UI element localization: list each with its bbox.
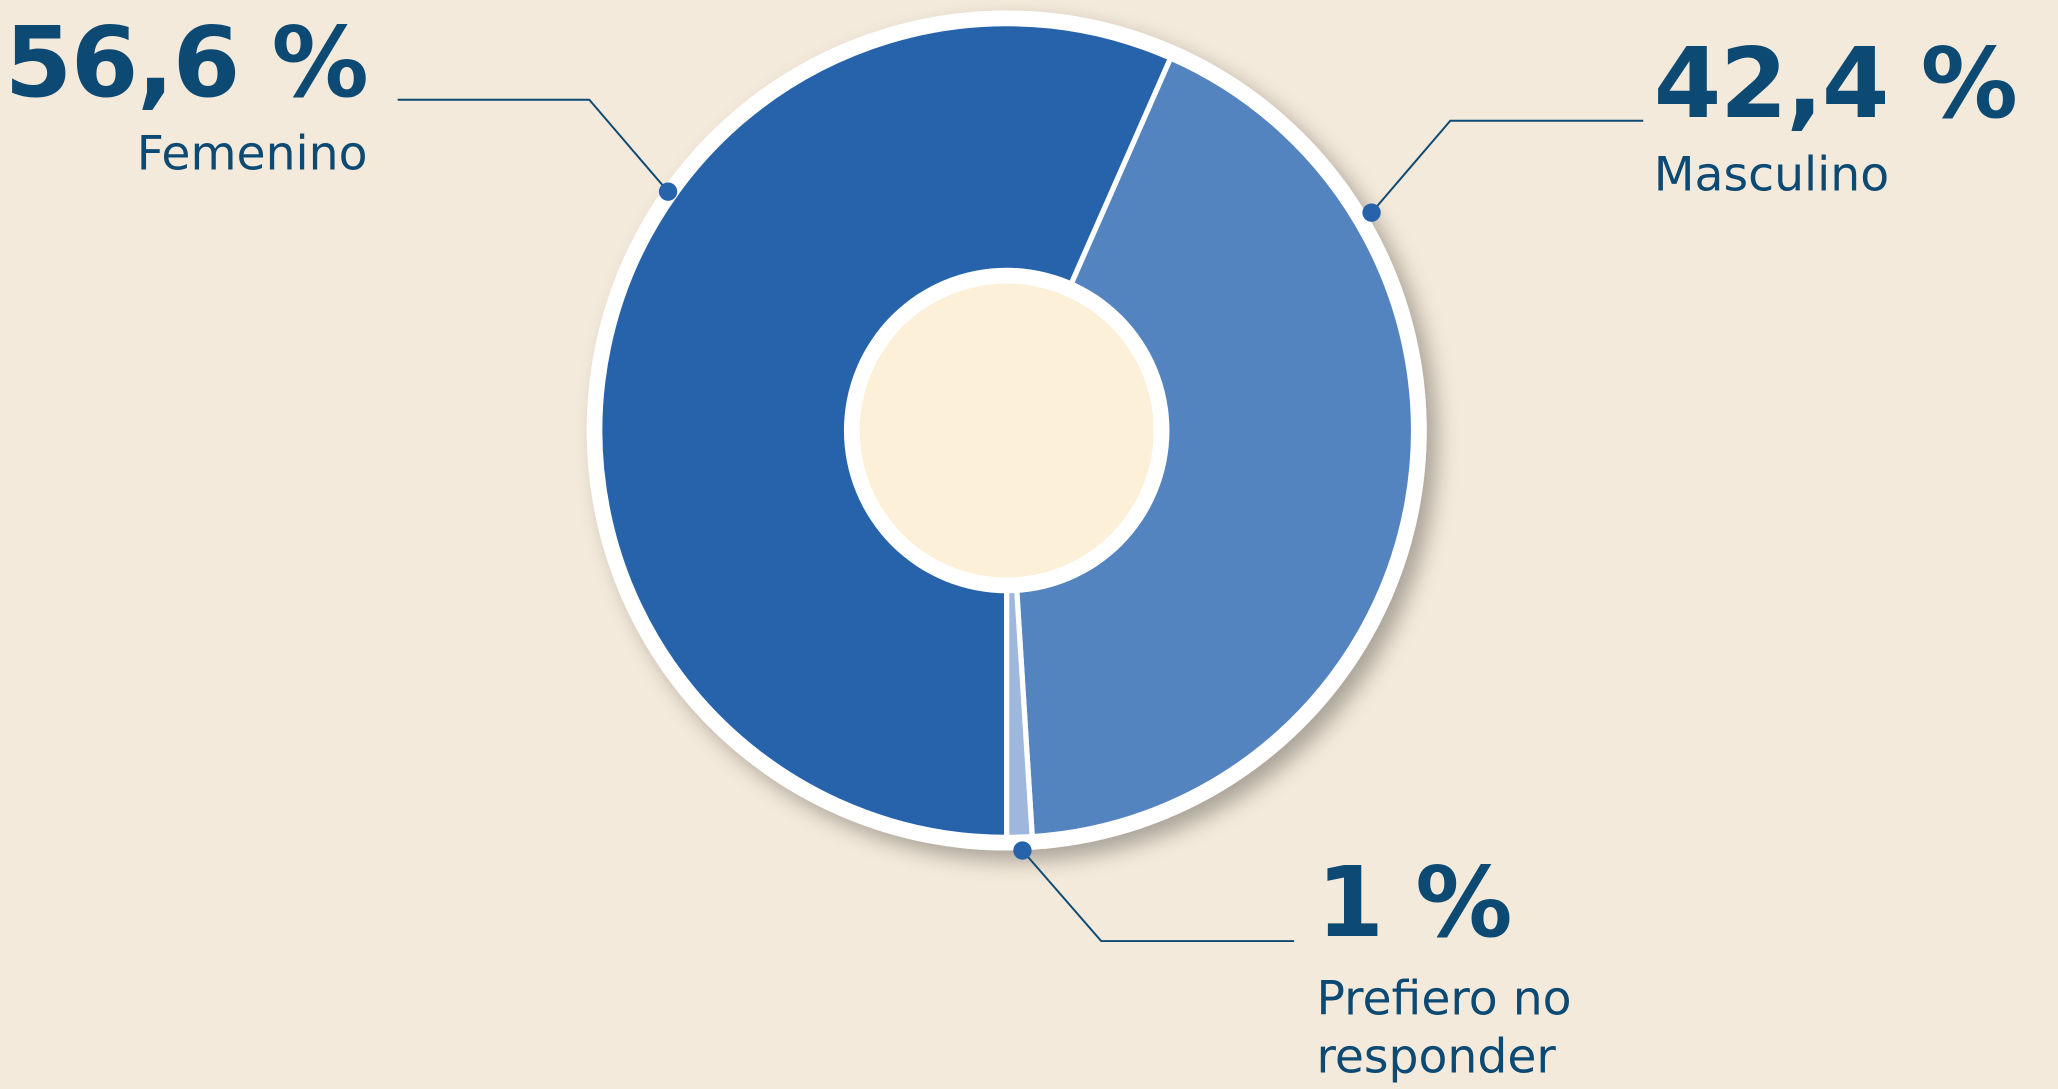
leader-line [1370,119,1644,214]
leader-dot [1013,841,1032,860]
value-label: 56,6 % [4,6,369,120]
leader-dot [1362,203,1381,222]
label-group: 42,4 % Masculino [1653,27,2018,205]
leader-dot [658,182,678,201]
category-label: Femenino [136,127,368,182]
value-label: 42,4 % [1653,27,2018,141]
dots [658,182,1381,860]
hole [859,283,1154,578]
slice [1004,55,1417,840]
leader-line [1021,849,1295,943]
leaders [397,98,1644,943]
value-label: 1 % [1316,846,1512,960]
category-label: Prefiero no responder [1316,972,1572,1085]
category-label: Masculino [1653,148,1890,203]
label-group: 56,6 % Femenino [4,6,369,184]
leader-line [397,98,669,193]
label-group: 1 % Prefiero no responder [1316,851,1670,1087]
